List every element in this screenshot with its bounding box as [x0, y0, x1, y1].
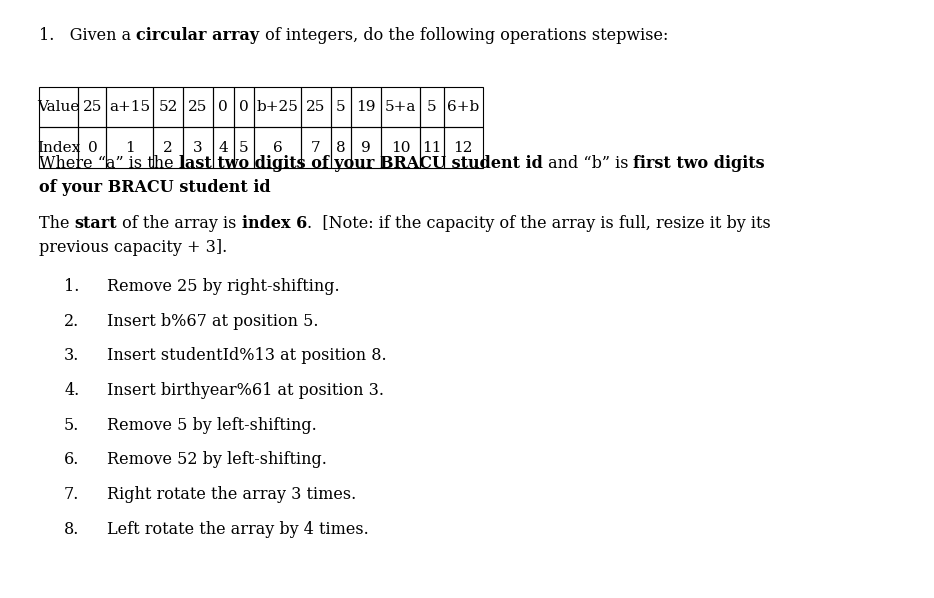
Text: 5+a: 5+a — [385, 100, 417, 114]
Text: Index: Index — [37, 141, 80, 155]
Bar — [301, 87, 331, 127]
Text: 1.: 1. — [64, 278, 79, 295]
Text: 11: 11 — [422, 141, 442, 155]
Text: 0: 0 — [88, 141, 97, 155]
Bar — [301, 127, 331, 168]
Text: 25: 25 — [189, 100, 207, 114]
Text: Insert birthyear%61 at position 3.: Insert birthyear%61 at position 3. — [107, 382, 385, 399]
Text: 5.: 5. — [64, 417, 79, 434]
Text: and “b” is: and “b” is — [543, 155, 633, 172]
Bar — [106, 127, 153, 168]
Bar — [331, 127, 351, 168]
Text: 5: 5 — [336, 100, 346, 114]
Bar — [213, 127, 234, 168]
Bar — [351, 87, 381, 127]
Text: circular array: circular array — [136, 27, 260, 44]
Text: Remove 52 by left-shifting.: Remove 52 by left-shifting. — [107, 451, 327, 468]
Text: 6.: 6. — [64, 451, 79, 468]
Bar — [106, 87, 153, 127]
Bar — [234, 87, 254, 127]
Text: Remove 25 by right-shifting.: Remove 25 by right-shifting. — [107, 278, 340, 295]
Text: 4.: 4. — [64, 382, 79, 399]
Text: 0: 0 — [219, 100, 228, 114]
Bar — [331, 87, 351, 127]
Text: Insert studentId%13 at position 8.: Insert studentId%13 at position 8. — [107, 347, 387, 364]
Bar — [420, 87, 444, 127]
Bar — [213, 87, 234, 127]
Text: 2.: 2. — [64, 313, 79, 329]
Text: .  [Note: if the capacity of the array is full, resize it by its: . [Note: if the capacity of the array is… — [307, 215, 771, 232]
Text: 7.: 7. — [64, 486, 79, 503]
Bar — [444, 87, 483, 127]
Text: Value: Value — [37, 100, 80, 114]
Text: 6+b: 6+b — [447, 100, 479, 114]
Text: The: The — [39, 215, 75, 232]
Text: b+25: b+25 — [257, 100, 298, 114]
Bar — [183, 87, 213, 127]
Bar — [381, 127, 420, 168]
Bar — [351, 127, 381, 168]
Text: 2: 2 — [163, 141, 173, 155]
Bar — [78, 87, 106, 127]
Text: Right rotate the array 3 times.: Right rotate the array 3 times. — [107, 486, 357, 503]
Bar — [39, 87, 78, 127]
Text: 19: 19 — [357, 100, 375, 114]
Text: 1.   Given a: 1. Given a — [39, 27, 136, 44]
Text: 9: 9 — [361, 141, 371, 155]
Bar — [153, 87, 183, 127]
Text: Where “a” is the: Where “a” is the — [39, 155, 179, 172]
Text: 7: 7 — [311, 141, 320, 155]
Bar — [420, 127, 444, 168]
Text: 0: 0 — [239, 100, 248, 114]
Text: a+15: a+15 — [109, 100, 150, 114]
Text: Remove 5 by left-shifting.: Remove 5 by left-shifting. — [107, 417, 318, 434]
Text: 1: 1 — [125, 141, 134, 155]
Bar — [183, 127, 213, 168]
Bar — [234, 127, 254, 168]
Text: 3: 3 — [193, 141, 203, 155]
Text: last two digits of your BRACU student id: last two digits of your BRACU student id — [179, 155, 543, 172]
Text: 25: 25 — [83, 100, 102, 114]
Text: of your BRACU student id: of your BRACU student id — [39, 179, 271, 196]
Text: 4: 4 — [219, 141, 228, 155]
Text: 5: 5 — [427, 100, 437, 114]
Bar — [78, 127, 106, 168]
Text: 3.: 3. — [64, 347, 79, 364]
Text: previous capacity + 3].: previous capacity + 3]. — [39, 239, 228, 256]
Text: index 6: index 6 — [242, 215, 307, 232]
Text: 25: 25 — [306, 100, 325, 114]
Bar — [254, 127, 301, 168]
Text: of integers, do the following operations stepwise:: of integers, do the following operations… — [260, 27, 668, 44]
Bar — [254, 87, 301, 127]
Text: 12: 12 — [454, 141, 473, 155]
Text: Insert b%67 at position 5.: Insert b%67 at position 5. — [107, 313, 318, 329]
Bar — [381, 87, 420, 127]
Text: first two digits: first two digits — [633, 155, 765, 172]
Text: start: start — [75, 215, 118, 232]
Text: 8: 8 — [336, 141, 346, 155]
Text: Left rotate the array by 4 times.: Left rotate the array by 4 times. — [107, 521, 369, 538]
Text: 5: 5 — [239, 141, 248, 155]
Bar — [444, 127, 483, 168]
Bar — [153, 127, 183, 168]
Text: 8.: 8. — [64, 521, 79, 538]
Text: 10: 10 — [391, 141, 410, 155]
Bar — [39, 127, 78, 168]
Text: 52: 52 — [159, 100, 177, 114]
Text: of the array is: of the array is — [118, 215, 242, 232]
Text: 6: 6 — [273, 141, 282, 155]
